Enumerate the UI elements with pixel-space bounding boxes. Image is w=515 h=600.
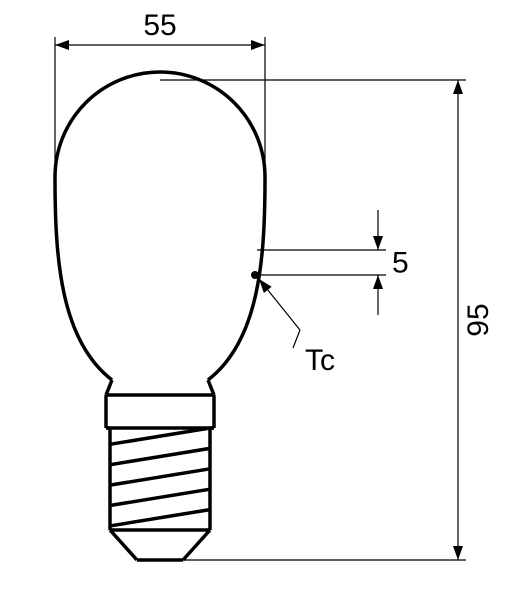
dim-height-label: 95	[462, 303, 495, 336]
dim-width-label: 55	[143, 9, 176, 42]
bulb-technical-drawing: 55 95 5 Tc	[0, 0, 515, 600]
dim-tc-offset-label: 5	[392, 247, 409, 280]
bulb-glass	[55, 72, 265, 380]
tc-label: Tc	[305, 344, 335, 377]
drawing-layer: 55 95 5 Tc	[55, 9, 495, 560]
